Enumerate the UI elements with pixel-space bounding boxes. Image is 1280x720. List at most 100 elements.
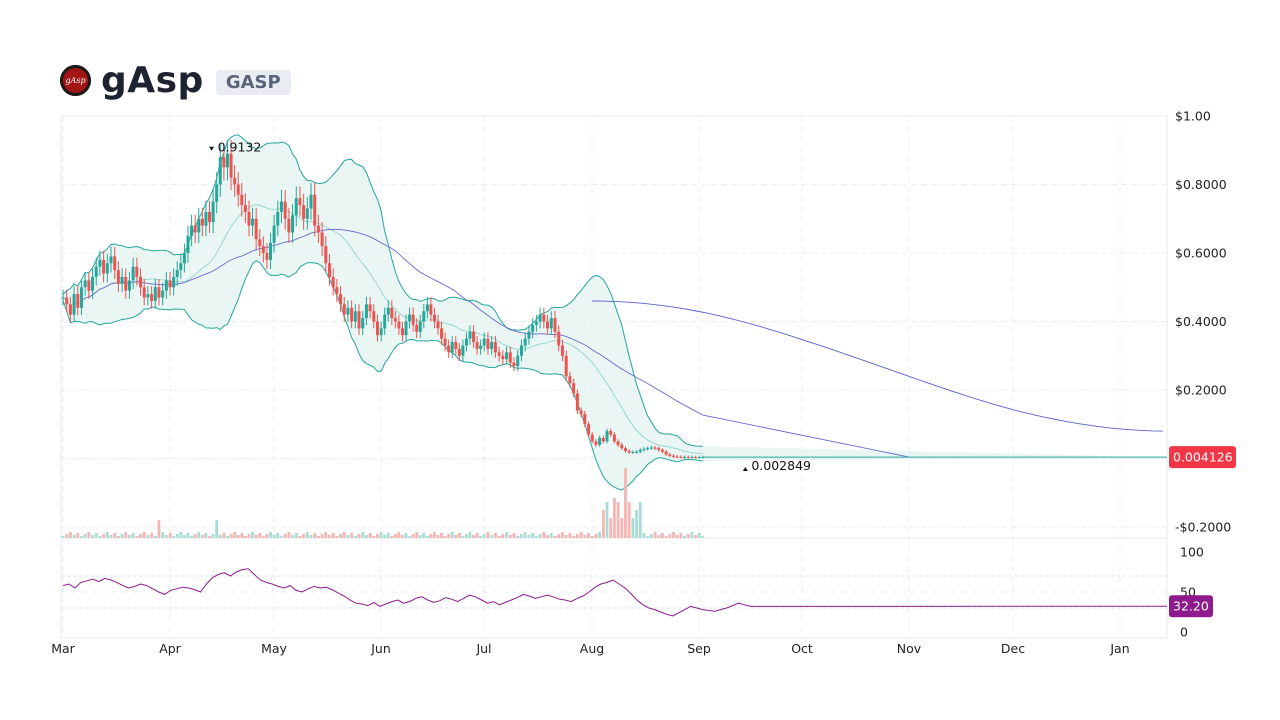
candle-body[interactable] bbox=[642, 448, 646, 450]
candle-body[interactable] bbox=[464, 338, 468, 346]
candle-body[interactable] bbox=[287, 218, 291, 233]
candle-body[interactable] bbox=[490, 342, 494, 349]
candle-body[interactable] bbox=[222, 157, 226, 168]
candle-body[interactable] bbox=[553, 318, 557, 332]
candle-body[interactable] bbox=[411, 314, 415, 325]
candle-body[interactable] bbox=[120, 276, 124, 284]
candle-body[interactable] bbox=[635, 451, 639, 453]
candle-body[interactable] bbox=[324, 246, 328, 264]
candle-body[interactable] bbox=[664, 451, 668, 455]
candle-body[interactable] bbox=[508, 352, 512, 363]
candle-body[interactable] bbox=[400, 328, 404, 336]
candle-body[interactable] bbox=[443, 338, 447, 346]
candle-body[interactable] bbox=[229, 153, 233, 178]
candle-body[interactable] bbox=[316, 225, 320, 233]
candle-body[interactable] bbox=[294, 198, 298, 216]
candle-body[interactable] bbox=[542, 314, 546, 322]
candle-body[interactable] bbox=[197, 218, 201, 233]
candle-body[interactable] bbox=[668, 454, 672, 456]
candle-body[interactable] bbox=[404, 321, 408, 336]
candle-body[interactable] bbox=[375, 321, 379, 336]
candle-body[interactable] bbox=[105, 263, 109, 274]
candle-body[interactable] bbox=[313, 194, 317, 226]
candle-body[interactable] bbox=[251, 218, 255, 226]
candle-body[interactable] bbox=[534, 321, 538, 325]
candle-body[interactable] bbox=[68, 304, 72, 315]
candle-body[interactable] bbox=[91, 276, 95, 291]
candle-body[interactable] bbox=[701, 457, 705, 459]
candle-body[interactable] bbox=[215, 184, 219, 202]
candle-body[interactable] bbox=[393, 318, 397, 322]
candle-body[interactable] bbox=[454, 342, 458, 349]
candle-body[interactable] bbox=[346, 307, 350, 315]
candle-body[interactable] bbox=[279, 201, 283, 212]
candle-body[interactable] bbox=[638, 449, 642, 452]
candle-body[interactable] bbox=[342, 304, 346, 315]
candle-body[interactable] bbox=[172, 276, 176, 288]
candle-body[interactable] bbox=[538, 314, 542, 322]
candle-body[interactable] bbox=[408, 314, 412, 322]
candle-body[interactable] bbox=[327, 263, 331, 277]
candle-body[interactable] bbox=[501, 355, 505, 360]
candle-body[interactable] bbox=[164, 280, 168, 291]
candle-body[interactable] bbox=[218, 157, 222, 185]
candle-body[interactable] bbox=[425, 304, 429, 312]
candle-body[interactable] bbox=[627, 450, 631, 453]
candle-body[interactable] bbox=[157, 287, 161, 298]
candle-body[interactable] bbox=[94, 266, 98, 277]
candle-body[interactable] bbox=[113, 256, 117, 271]
candle-body[interactable] bbox=[265, 253, 269, 260]
candle-body[interactable] bbox=[269, 242, 273, 260]
candle-body[interactable] bbox=[472, 331, 476, 343]
candle-body[interactable] bbox=[612, 434, 616, 442]
candle-body[interactable] bbox=[601, 437, 605, 442]
candle-body[interactable] bbox=[397, 321, 401, 329]
candle-body[interactable] bbox=[204, 211, 208, 226]
candle-body[interactable] bbox=[79, 287, 83, 308]
candle-body[interactable] bbox=[564, 355, 568, 377]
candle-body[interactable] bbox=[649, 447, 653, 449]
candle-body[interactable] bbox=[135, 266, 139, 277]
candle-body[interactable] bbox=[298, 198, 302, 206]
candle-body[interactable] bbox=[240, 194, 244, 206]
candle-body[interactable] bbox=[505, 352, 509, 360]
candle-body[interactable] bbox=[486, 338, 490, 349]
candle-body[interactable] bbox=[76, 294, 80, 308]
candle-body[interactable] bbox=[175, 270, 179, 277]
candle-body[interactable] bbox=[335, 287, 339, 295]
candle-body[interactable] bbox=[653, 447, 657, 449]
candle-body[interactable] bbox=[527, 331, 531, 339]
candle-body[interactable] bbox=[146, 294, 150, 298]
candle-body[interactable] bbox=[161, 290, 165, 298]
candle-body[interactable] bbox=[339, 294, 343, 305]
candle-body[interactable] bbox=[142, 287, 146, 298]
candle-body[interactable] bbox=[609, 431, 613, 435]
candle-body[interactable] bbox=[361, 318, 365, 329]
candle-body[interactable] bbox=[150, 294, 154, 301]
candle-body[interactable] bbox=[457, 348, 461, 356]
candle-body[interactable] bbox=[72, 294, 76, 315]
candle-body[interactable] bbox=[320, 232, 324, 247]
candle-body[interactable] bbox=[479, 345, 483, 349]
candle-body[interactable] bbox=[168, 280, 172, 288]
candle-body[interactable] bbox=[620, 444, 624, 449]
candle-body[interactable] bbox=[440, 328, 444, 339]
candle-body[interactable] bbox=[131, 266, 135, 281]
candle-body[interactable] bbox=[497, 352, 501, 356]
candle-body[interactable] bbox=[331, 276, 335, 288]
candle-body[interactable] bbox=[236, 184, 240, 195]
candle-body[interactable] bbox=[116, 270, 120, 284]
candle-body[interactable] bbox=[429, 304, 433, 315]
candle-body[interactable] bbox=[357, 311, 361, 329]
candle-body[interactable] bbox=[623, 448, 627, 451]
candle-body[interactable] bbox=[523, 338, 527, 346]
candle-body[interactable] bbox=[383, 314, 387, 329]
candle-body[interactable] bbox=[694, 457, 698, 459]
candle-body[interactable] bbox=[353, 311, 357, 322]
candle-body[interactable] bbox=[657, 448, 661, 450]
candle-body[interactable] bbox=[590, 434, 594, 442]
candle-body[interactable] bbox=[482, 338, 486, 346]
candle-body[interactable] bbox=[447, 345, 451, 353]
candle-body[interactable] bbox=[516, 355, 520, 367]
candle-body[interactable] bbox=[679, 456, 683, 458]
